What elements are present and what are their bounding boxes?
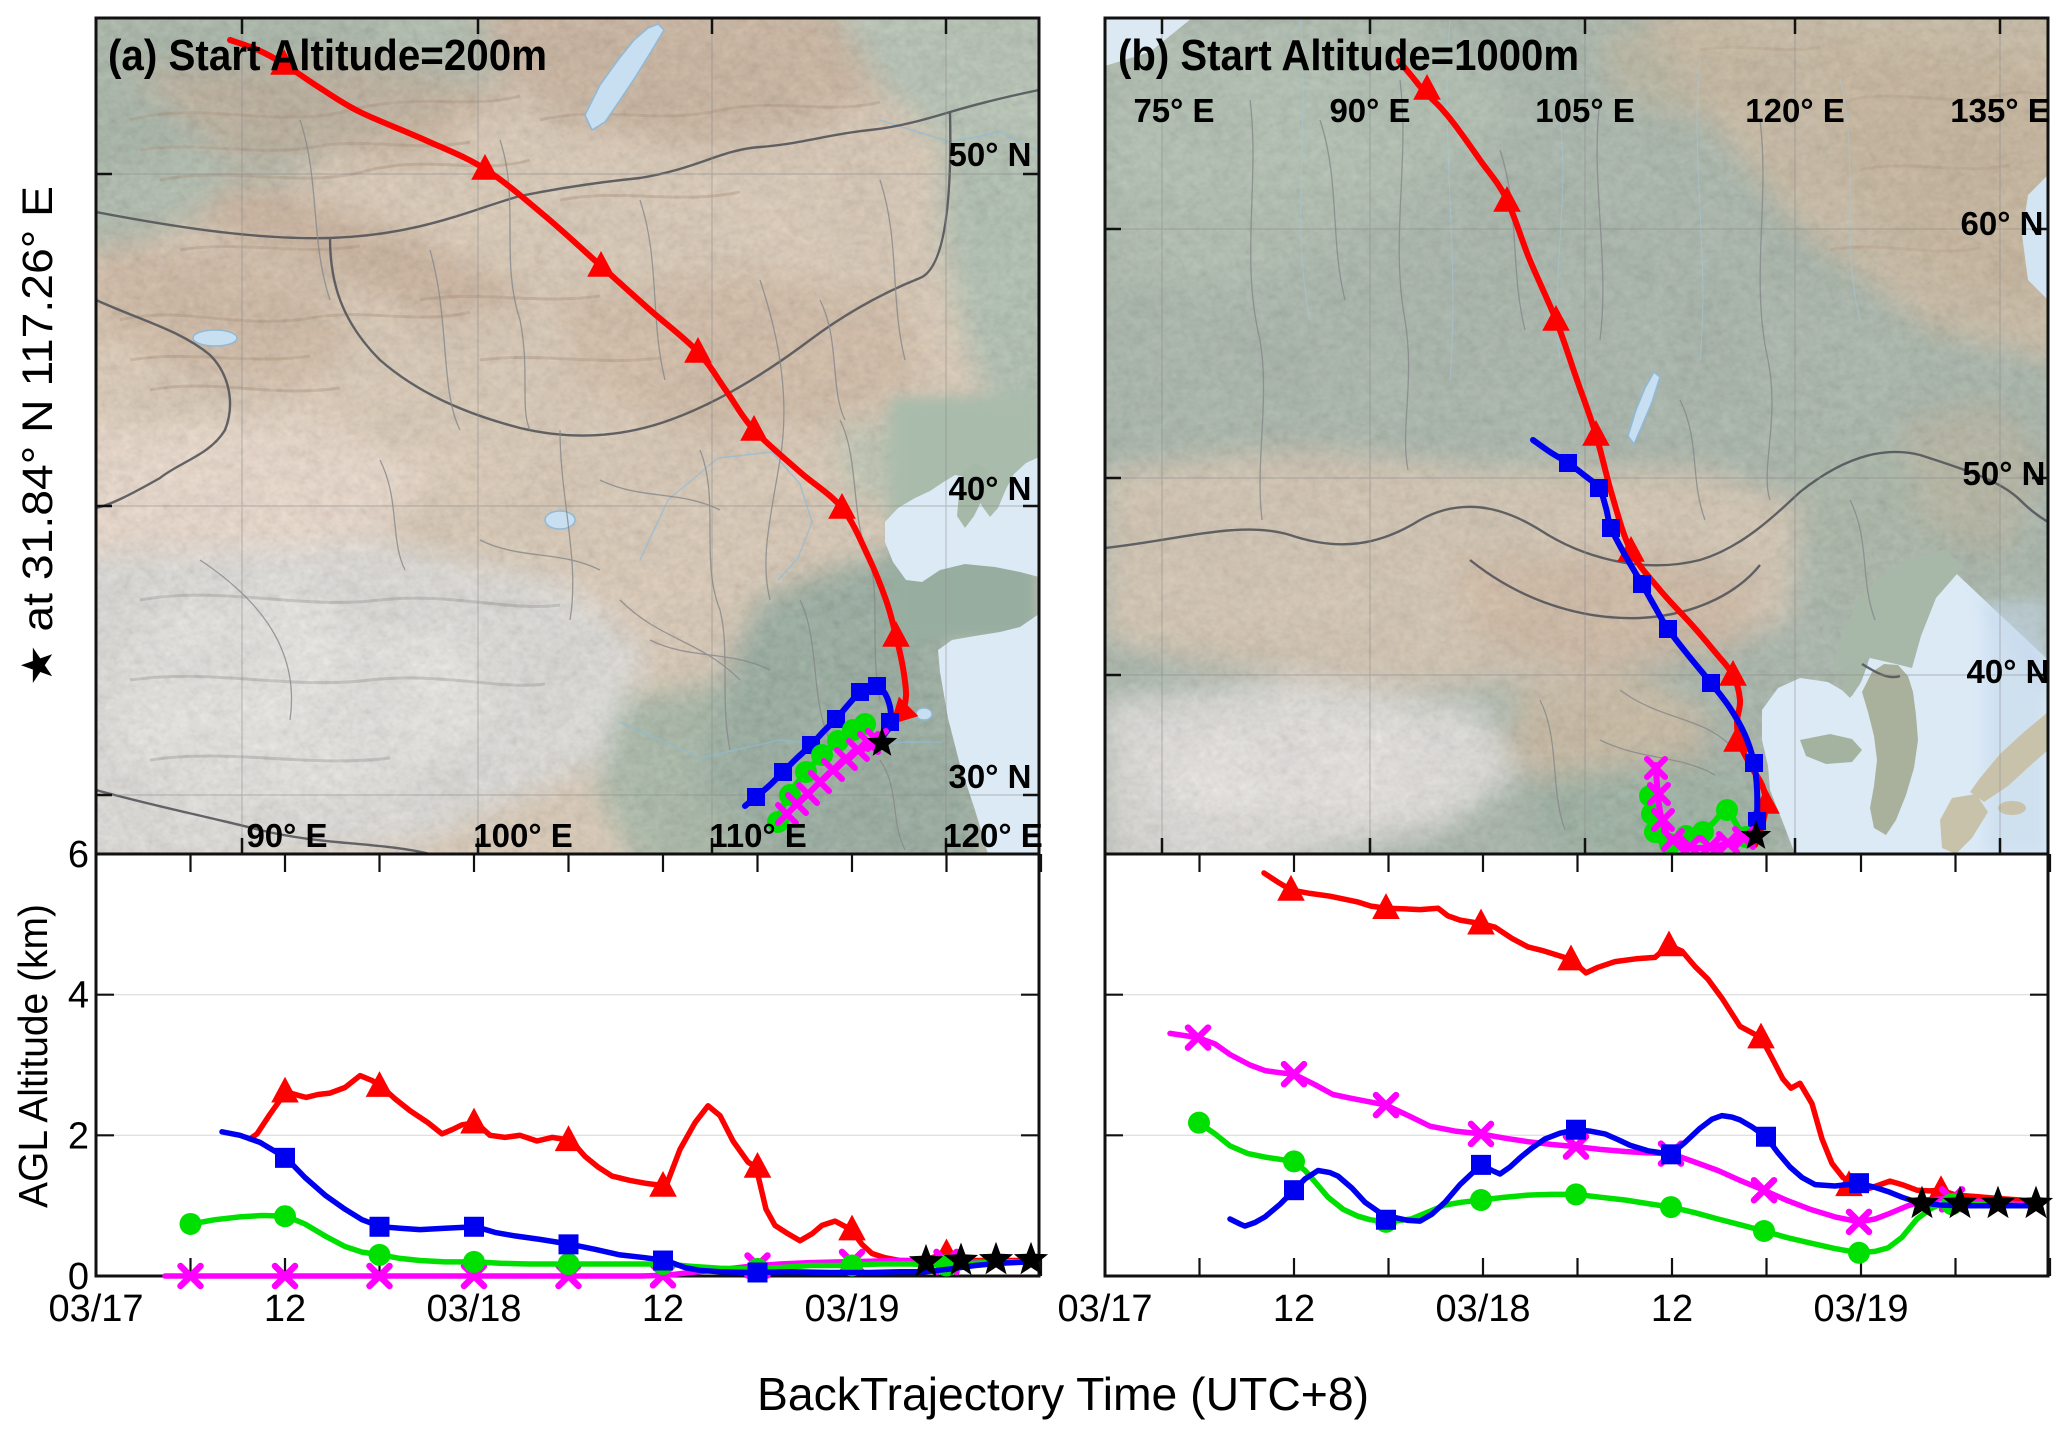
svg-text:12: 12 xyxy=(642,1288,684,1330)
svg-text:110° E: 110° E xyxy=(709,817,807,854)
svg-text:120° E: 120° E xyxy=(943,817,1042,854)
svg-text:6: 6 xyxy=(68,834,89,876)
svg-text:50° N: 50° N xyxy=(949,136,1032,173)
svg-text:90° E: 90° E xyxy=(1329,92,1410,129)
svg-text:120° E: 120° E xyxy=(1745,92,1844,129)
svg-text:40° N: 40° N xyxy=(1967,653,2050,690)
svg-text:03/18: 03/18 xyxy=(1435,1288,1530,1330)
svg-text:2: 2 xyxy=(68,1115,89,1157)
svg-text:03/17: 03/17 xyxy=(48,1288,143,1330)
svg-text:BackTrajectory Time (UTC+8): BackTrajectory Time (UTC+8) xyxy=(757,1368,1369,1420)
svg-text:12: 12 xyxy=(1651,1288,1693,1330)
svg-text:12: 12 xyxy=(1273,1288,1315,1330)
svg-text:03/18: 03/18 xyxy=(426,1288,521,1330)
svg-text:03/17: 03/17 xyxy=(1057,1288,1152,1330)
svg-text:40° N: 40° N xyxy=(949,470,1032,507)
svg-text:4: 4 xyxy=(68,975,89,1017)
svg-text:60° N: 60° N xyxy=(1961,205,2044,242)
svg-text:30° N: 30° N xyxy=(949,758,1032,795)
svg-text:(a) Start Altitude=200m: (a) Start Altitude=200m xyxy=(108,31,547,80)
svg-text:135° E: 135° E xyxy=(1950,92,2049,129)
svg-text:100° E: 100° E xyxy=(473,817,572,854)
svg-text:50° N: 50° N xyxy=(1963,455,2046,492)
svg-text:03/19: 03/19 xyxy=(1813,1288,1908,1330)
svg-text:75° E: 75° E xyxy=(1133,92,1214,129)
svg-text:★ at 31.84° N 117.26° E: ★ at 31.84° N 117.26° E xyxy=(14,186,62,686)
svg-text:12: 12 xyxy=(264,1288,306,1330)
svg-text:105° E: 105° E xyxy=(1535,92,1634,129)
svg-text:90° E: 90° E xyxy=(246,817,327,854)
svg-text:AGL Altitude (km): AGL Altitude (km) xyxy=(10,904,56,1208)
svg-text:03/19: 03/19 xyxy=(804,1288,899,1330)
svg-text:0: 0 xyxy=(68,1256,89,1298)
svg-text:(b) Start Altitude=1000m: (b) Start Altitude=1000m xyxy=(1118,31,1579,80)
